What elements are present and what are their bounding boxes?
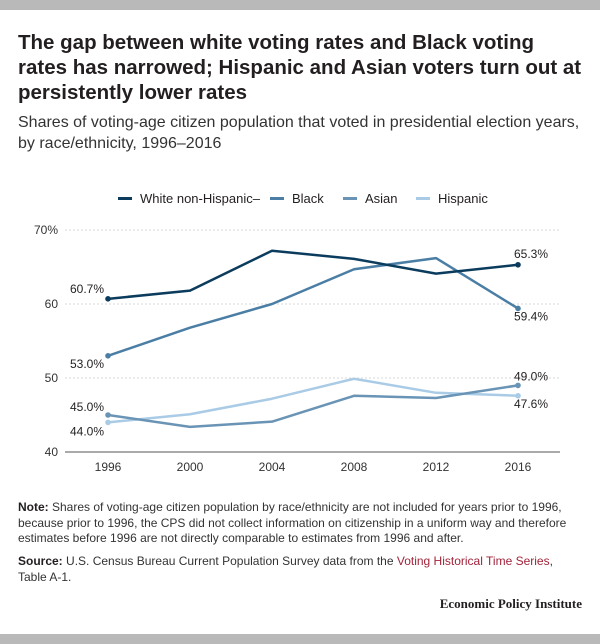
brand-logo-text: Economic Policy Institute (439, 596, 582, 611)
x-tick-label-2012: 2012 (423, 460, 450, 474)
legend-label-hispanic: Hispanic (438, 190, 488, 206)
data-label-hispanic-2016: 47.6% (514, 397, 548, 411)
data-label-hispanic-1996: 44.0% (70, 424, 104, 438)
chart-legend: White non-Hispanic– Black Asian Hispanic (0, 188, 600, 208)
source-text-before: U.S. Census Bureau Current Population Su… (62, 554, 397, 568)
source-label: Source: (18, 554, 63, 568)
point-hispanic-2016 (515, 392, 521, 399)
legend-item-black: Black (270, 188, 324, 208)
legend-item-hispanic: Hispanic (416, 188, 488, 208)
bottom-border-bar (0, 634, 600, 644)
x-tick-label-2000: 2000 (177, 460, 204, 474)
source-text-after: , Table A-1. (18, 554, 553, 584)
chart-subtitle: Shares of voting-age citizen population … (18, 114, 580, 152)
series-line-hispanic (106, 377, 520, 424)
series-line-black (106, 256, 520, 358)
point-asian-1996 (105, 412, 111, 418)
top-border-bar (0, 0, 600, 10)
y-tick-label-70: 70% (34, 223, 58, 237)
point-black-1996 (105, 353, 111, 359)
series-line-white (106, 249, 520, 301)
data-label-black-1996: 53.0% (70, 357, 104, 371)
source-link[interactable]: Voting Historical Time Series (396, 554, 550, 568)
x-tick-label-2016: 2016 (505, 460, 532, 474)
chart-note: Note: Shares of voting-age citizen popul… (18, 500, 584, 547)
data-label-white-2016: 65.3% (514, 247, 548, 261)
legend-swatch-hispanic (416, 196, 430, 200)
data-label-white-1996: 60.7% (70, 282, 104, 296)
y-tick-label-60: 60 (45, 297, 59, 311)
point-white-1996 (105, 296, 111, 302)
point-hispanic-1996 (105, 419, 111, 426)
note-text: Shares of voting-age citizen population … (18, 500, 567, 545)
legend-swatch-asian (343, 196, 357, 200)
legend-label-black: Black (292, 190, 324, 206)
legend-swatch-black (270, 196, 284, 200)
x-tick-label-2004: 2004 (259, 460, 286, 474)
point-black-2016 (515, 305, 521, 312)
data-label-black-2016: 59.4% (514, 309, 548, 323)
data-label-asian-2016: 49.0% (514, 369, 548, 383)
series-line-asian (106, 384, 520, 429)
legend-swatch-white (118, 196, 132, 200)
legend-item-asian: Asian (343, 188, 398, 208)
point-white-2016 (515, 261, 521, 268)
x-tick-label-1996: 1996 (95, 460, 122, 474)
point-asian-2016 (515, 382, 521, 389)
line-chart: 70% 60 50 40 1996 2000 2004 2008 2012 2016 60.7% 65… (34, 223, 560, 474)
x-tick-label-2008: 2008 (341, 460, 368, 474)
legend-item-white: White non-Hispanic– (118, 188, 260, 208)
data-label-asian-1996: 45.0% (70, 400, 104, 414)
legend-label-white: White non-Hispanic– (140, 190, 260, 206)
chart-source: Source: U.S. Census Bureau Current Popul… (18, 554, 584, 585)
chart-title: The gap between white voting rates and B… (18, 31, 582, 104)
note-label: Note: (18, 500, 49, 514)
legend-label-asian: Asian (365, 190, 398, 206)
y-tick-label-40: 40 (45, 445, 59, 459)
y-tick-label-50: 50 (45, 371, 59, 385)
